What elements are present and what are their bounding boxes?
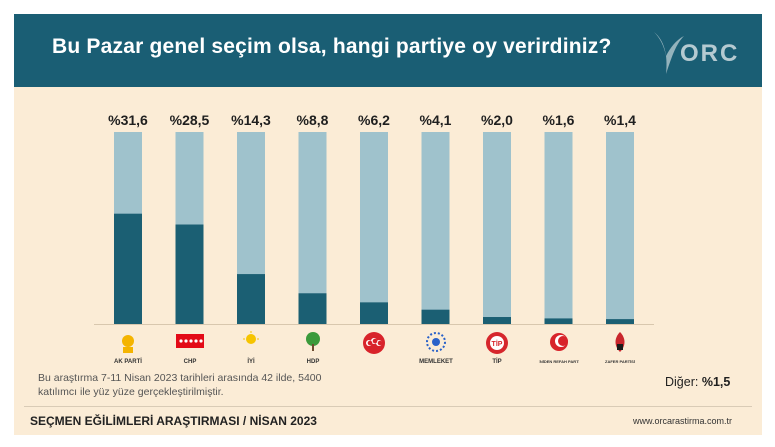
svg-text:TİP: TİP: [492, 340, 503, 348]
bar-track: [606, 132, 634, 324]
zafer-logo: ZAFER PARTİSİ: [600, 330, 640, 366]
bar-track: [483, 132, 511, 324]
memleket-logo: MEMLEKET: [416, 330, 456, 366]
iyi-logo: İYİ: [231, 330, 271, 366]
data-label: %31,6: [108, 112, 148, 128]
data-label: %8,8: [296, 112, 329, 128]
data-label: %4,1: [419, 112, 452, 128]
bar-track: [298, 132, 327, 324]
tip-logo: TİP TİP: [477, 330, 517, 366]
bar-track: [421, 132, 450, 324]
party-logo-text: ZAFER PARTİSİ: [605, 359, 635, 364]
other-label: Diğer:: [665, 375, 699, 389]
bar-6: [421, 309, 450, 324]
orc-logo: ORC: [646, 26, 750, 78]
data-label: %14,3: [231, 112, 271, 128]
footer-title: SEÇMEN EĞİLİMLERİ ARAŞTIRMASI / NİSAN 20…: [30, 414, 317, 428]
yeniden-refah-logo: YENİDEN REFAH PARTİSİ: [534, 330, 583, 366]
other-percent: %1,5: [701, 375, 731, 389]
orc-bird-icon: [654, 32, 684, 74]
data-label: %6,2: [358, 112, 390, 128]
party-logo-text: AK PARTİ: [114, 358, 142, 365]
bar-track: [544, 132, 573, 324]
methodology-note: Bu araştırma 7-11 Nisan 2023 tarihleri a…: [38, 372, 322, 398]
data-label: %2,0: [481, 112, 513, 128]
bar-2: [175, 224, 204, 324]
ak-parti-logo: AK PARTİ: [108, 330, 148, 366]
data-label: %1,4: [604, 112, 636, 128]
footer-divider: [24, 406, 752, 407]
bar-track: [360, 132, 388, 324]
data-label: %1,6: [542, 112, 575, 128]
bar-1: [114, 213, 142, 324]
hdp-logo: HDP: [293, 330, 333, 366]
bar-4: [298, 293, 327, 324]
other-value: Diğer: %1,5: [665, 375, 730, 389]
party-logo-text: TİP: [492, 358, 501, 365]
mhp-logo: [354, 330, 394, 366]
bar-8: [544, 318, 573, 324]
party-logo-text: CHP: [183, 359, 196, 365]
data-label: %28,5: [169, 112, 210, 128]
party-logo-text: İYİ: [247, 358, 255, 365]
chp-logo: CHP: [170, 330, 210, 366]
party-logo-text: HDP: [306, 359, 319, 365]
orc-logo-text: ORC: [680, 40, 740, 67]
bar-5: [360, 302, 388, 324]
bar-7: [483, 317, 511, 324]
bar-9: [606, 319, 634, 324]
chart-title: Bu Pazar genel seçim olsa, hangi partiye…: [52, 35, 612, 58]
bar-3: [237, 274, 265, 324]
party-logo-text: YENİDEN REFAH PARTİSİ: [539, 359, 579, 364]
chart-panel: Bu Pazar genel seçim olsa, hangi partiye…: [14, 14, 762, 435]
header-bar: Bu Pazar genel seçim olsa, hangi partiye…: [14, 14, 762, 87]
party-logo-text: MEMLEKET: [419, 359, 453, 365]
footer-url[interactable]: www.orcarastirma.com.tr: [633, 416, 733, 426]
bar-chart: [94, 132, 654, 325]
